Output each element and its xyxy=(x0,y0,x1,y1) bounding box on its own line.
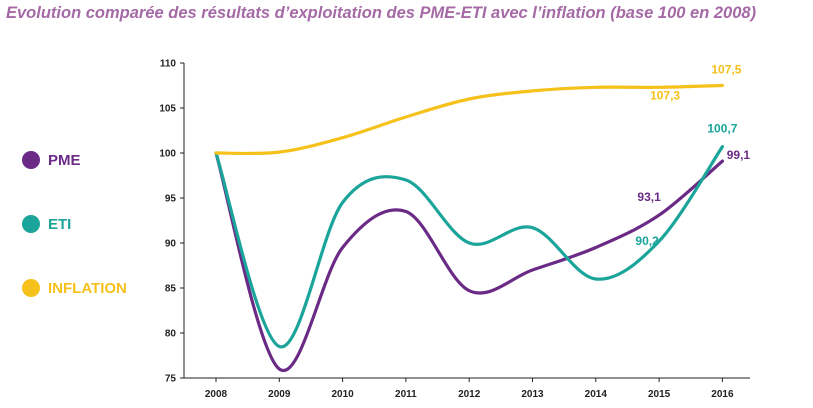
x-tick-label: 2013 xyxy=(521,389,544,400)
legend-label-inflation: INFLATION xyxy=(48,279,127,297)
data-label-pme: 99,1 xyxy=(727,148,751,162)
y-tick-label: 75 xyxy=(165,374,177,385)
y-tick-label: 85 xyxy=(165,284,177,295)
legend-item-pme: PME xyxy=(22,150,127,170)
x-tick-label: 2015 xyxy=(648,389,671,400)
legend-dot-inflation xyxy=(22,279,40,297)
y-tick-label: 90 xyxy=(165,239,177,250)
legend-item-inflation: INFLATION xyxy=(22,278,127,298)
y-tick-label: 95 xyxy=(165,194,177,205)
x-tick-label: 2012 xyxy=(458,389,481,400)
x-tick-label: 2008 xyxy=(205,389,228,400)
x-tick-label: 2016 xyxy=(711,389,734,400)
x-tick-label: 2011 xyxy=(395,389,417,400)
x-tick-label: 2014 xyxy=(585,389,608,400)
data-label-pme: 93,1 xyxy=(637,190,661,204)
data-labels: 93,1 99,1 90,2 100,7 107,3 107,5 xyxy=(635,63,750,249)
series-lines xyxy=(214,83,724,373)
data-label-inflation: 107,5 xyxy=(711,63,741,77)
data-label-eti: 100,7 xyxy=(707,122,737,136)
y-tick-label: 105 xyxy=(159,104,176,115)
legend-dot-eti xyxy=(22,215,40,233)
chart-title: Evolution comparée des résultats d’explo… xyxy=(6,4,757,22)
data-label-eti: 90,2 xyxy=(635,234,659,248)
legend-label-eti: ETI xyxy=(48,215,72,233)
y-tick-label: 80 xyxy=(165,329,177,340)
legend-item-eti: ETI xyxy=(22,214,127,234)
y-tick-label: 100 xyxy=(159,149,176,160)
series-line-eti xyxy=(214,145,724,349)
legend: PME ETI INFLATION xyxy=(22,150,127,342)
legend-label-pme: PME xyxy=(48,151,81,169)
x-tick-label: 2009 xyxy=(268,389,291,400)
y-tick-label: 110 xyxy=(160,59,177,70)
data-label-inflation: 107,3 xyxy=(650,88,680,102)
x-tick-label: 2010 xyxy=(331,389,354,400)
legend-dot-pme xyxy=(22,151,40,169)
axes: 75 80 85 90 95 100 105 110 2008 2009 2010 2011 2012 2… xyxy=(159,59,750,400)
series-line-inflation xyxy=(214,83,724,156)
series-line-pme xyxy=(214,151,724,373)
